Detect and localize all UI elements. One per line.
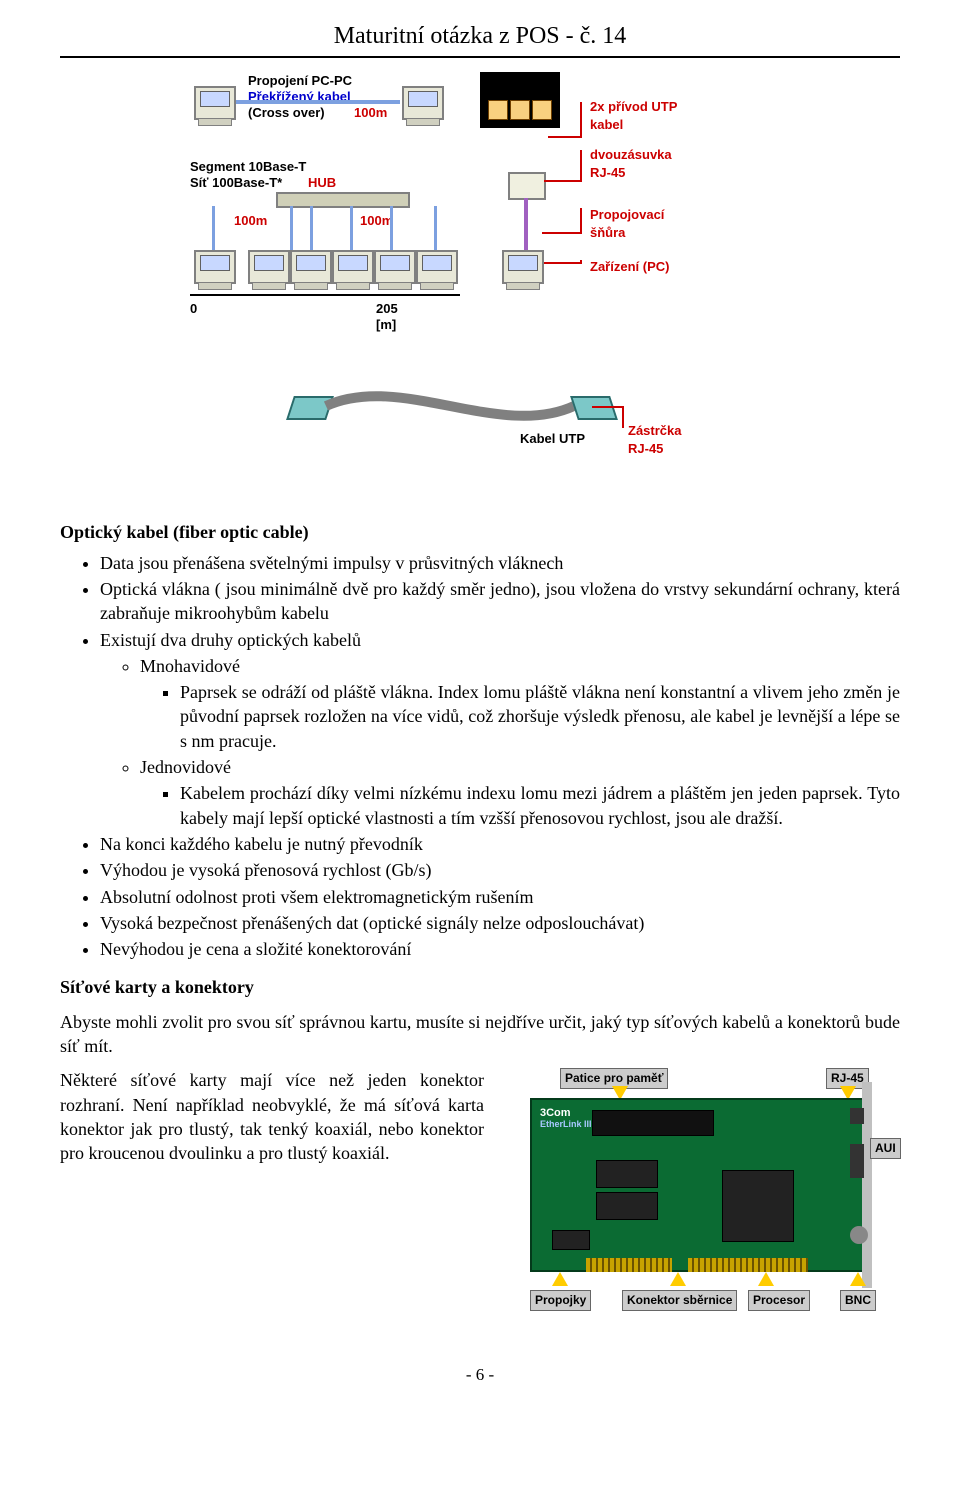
- optical-s2-detail: Kabelem prochází díky velmi nízkému inde…: [180, 781, 900, 830]
- fig1-axis-m: [m]: [376, 316, 396, 334]
- fig1-axis-205: 205: [376, 300, 398, 318]
- fig1-drop-0: [212, 206, 215, 250]
- fig1-label-dvouzasuvka: dvouzásuvkaRJ-45: [590, 146, 672, 181]
- card-port-rj45: [850, 1108, 864, 1124]
- optical-b8: Nevýhodou je cena a složité konektorován…: [100, 937, 900, 961]
- optical-b7: Vysoká bezpečnost přenášených dat (optic…: [100, 911, 900, 935]
- fig1-label-100m-r: 100m: [360, 212, 393, 230]
- card-port-aui: [850, 1144, 864, 1178]
- cards-p1: Abyste mohli zvolit pro svou síť správno…: [60, 1010, 900, 1059]
- fig1-redline-2b: [544, 180, 582, 182]
- optical-b5: Výhodou je vysoká přenosová rychlost (Gb…: [100, 858, 900, 882]
- card-label-jumpers: Propojky: [530, 1290, 591, 1310]
- fig1-pc-row-4: [374, 250, 416, 284]
- fig1-drop-5: [434, 206, 437, 250]
- fig1-redline-2: [580, 150, 582, 180]
- page-title-text: Maturitní otázka z POS - č. 14: [334, 23, 627, 49]
- fig1-plug-right: [570, 396, 618, 420]
- card-processor-chip: [722, 1170, 794, 1242]
- fig1-cable-crossover: [236, 100, 400, 104]
- fig1-redline-1: [580, 102, 582, 138]
- fig1-rj45-socket: [508, 172, 546, 200]
- card-arrow-cpu: [758, 1272, 774, 1286]
- fig1-redline-plugb: [592, 406, 622, 408]
- card-label-aui: AUI: [870, 1138, 901, 1158]
- fig1-pc-top-right: [402, 86, 444, 120]
- fig1-pc-row-2: [290, 250, 332, 284]
- card-pcb: 3Com EtherLink III: [530, 1098, 864, 1272]
- fig1-pc-row-0: [194, 250, 236, 284]
- optical-b3-text: Existují dva druhy optických kabelů: [100, 630, 361, 650]
- optical-s1-detail-list: Paprsek se odráží od pláště vlákna. Inde…: [140, 680, 900, 753]
- fig1-label-zastrcka: ZástrčkaRJ-45: [628, 422, 681, 457]
- fig1-redline-plug: [622, 406, 624, 428]
- fig1-label-100m-top: 100m: [354, 104, 387, 122]
- page-footer: - 6 -: [60, 1364, 900, 1387]
- optical-s2-detail-list: Kabelem prochází díky velmi nízkému inde…: [140, 781, 900, 830]
- card-chip-2: [596, 1192, 658, 1220]
- optical-list: Data jsou přenášena světelnými impulsy v…: [60, 551, 900, 962]
- optical-s2: Jednovidové Kabelem prochází díky velmi …: [140, 755, 900, 830]
- fig1-label-2xutp: 2x přívod UTPkabel: [590, 98, 677, 133]
- optical-sub: Mnohavidové Paprsek se odráží od pláště …: [100, 654, 900, 830]
- optical-b1: Data jsou přenášena světelnými impulsy v…: [100, 551, 900, 575]
- fig1-pc-device: [502, 250, 544, 284]
- card-bus-2: [688, 1258, 808, 1272]
- card-arrow-bnc: [850, 1272, 866, 1286]
- optical-b2: Optická vlákna ( jsou minimálně dvě pro …: [100, 577, 900, 626]
- fig1-redline-3b: [542, 232, 582, 234]
- fig1-pc-row-5: [416, 250, 458, 284]
- fig1-drop-2: [310, 206, 313, 250]
- fig1-label-seg100: Síť 100Base-T*: [190, 174, 282, 192]
- fig1-pc-row-3: [332, 250, 374, 284]
- fig1-patchcable: [524, 198, 528, 256]
- fig1-wall-patchpanel: [480, 72, 560, 128]
- title-rule: [60, 56, 900, 58]
- fig1-label-100m-l: 100m: [234, 212, 267, 230]
- card-label-bnc: BNC: [840, 1290, 876, 1310]
- card-jumpers: [552, 1230, 590, 1250]
- fig1-drop-4: [390, 206, 393, 250]
- card-model: EtherLink III: [540, 1118, 592, 1130]
- optical-b3: Existují dva druhy optických kabelů Mnoh…: [100, 628, 900, 830]
- fig1-redline-3: [580, 208, 582, 234]
- fig1-label-crossover: (Cross over): [248, 104, 325, 122]
- card-dip-socket: [592, 1110, 714, 1136]
- card-bus-1: [586, 1258, 672, 1272]
- figure-utp-topology: Propojení PC-PC Překřížený kabel (Cross …: [190, 72, 770, 492]
- card-label-cpu: Procesor: [748, 1290, 810, 1310]
- optical-b4: Na konci každého kabelu je nutný převodn…: [100, 832, 900, 856]
- figure-nic-card: Patice pro paměť RJ-45 3Com EtherLink II…: [500, 1068, 900, 1328]
- fig1-label-propojeni: Propojení PC-PC: [248, 72, 352, 90]
- fig1-utp-cable-group: [290, 382, 610, 432]
- fig1-label-propsnura: Propojovacíšňůra: [590, 206, 664, 241]
- fig1-pc-top-left: [194, 86, 236, 120]
- optical-b6: Absolutní odolnost proti všem elektromag…: [100, 885, 900, 909]
- card-arrow-jumpers: [552, 1272, 568, 1286]
- fig1-drop-1: [290, 206, 293, 250]
- card-arrow-bus: [670, 1272, 686, 1286]
- cards-p2: Některé síťové karty mají více než jeden…: [60, 1068, 484, 1165]
- fig1-redline-4b: [542, 262, 582, 264]
- optical-s1: Mnohavidové Paprsek se odráží od pláště …: [140, 654, 900, 753]
- fig1-label-kabel-utp: Kabel UTP: [520, 430, 585, 448]
- fig1-cable-arc: [290, 382, 610, 432]
- card-chip-1: [596, 1160, 658, 1188]
- optical-s2-label: Jednovidové: [140, 757, 231, 777]
- fig1-label-hub: HUB: [308, 174, 336, 192]
- fig1-pc-row-1: [248, 250, 290, 284]
- fig1-axis-0: 0: [190, 300, 197, 318]
- optical-s1-detail: Paprsek se odráží od pláště vlákna. Inde…: [180, 680, 900, 753]
- fig1-label-zarizeni: Zařízení (PC): [590, 258, 669, 276]
- fig1-drop-3: [350, 206, 353, 250]
- optical-s1-label: Mnohavidové: [140, 656, 240, 676]
- fig1-redline-1b: [548, 136, 582, 138]
- fig1-axis: [190, 294, 460, 296]
- page-title: Maturitní otázka z POS - č. 14: [60, 20, 900, 58]
- heading-optical: Optický kabel (fiber optic cable): [60, 520, 900, 544]
- card-label-busconn: Konektor sběrnice: [622, 1290, 737, 1310]
- fig1-label-seg10: Segment 10Base-T: [190, 158, 306, 176]
- heading-cards: Síťové karty a konektory: [60, 975, 900, 999]
